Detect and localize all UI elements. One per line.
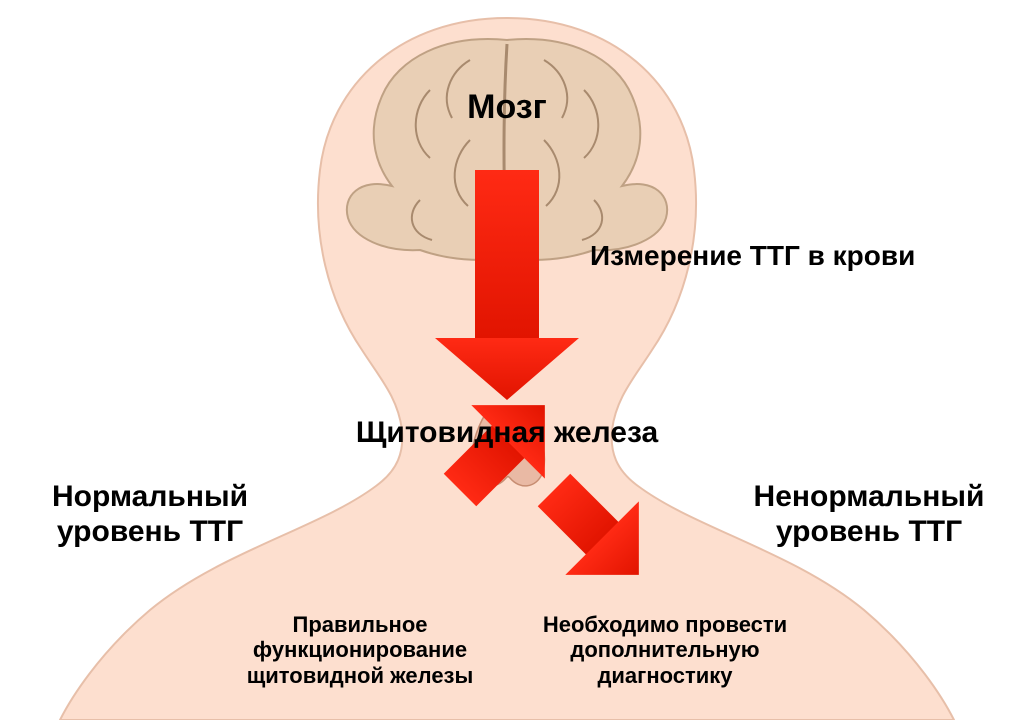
label-left-level: Нормальный уровень ТТГ [20,480,280,549]
label-right-level: Ненормальный уровень ТТГ [734,480,1004,549]
label-brain: Мозг [407,88,607,127]
label-thyroid: Щитовидная железа [267,416,747,451]
label-left-result: Правильное функционирование щитовидной ж… [220,612,500,688]
label-measure: Измерение ТТГ в крови [590,240,990,272]
diagram-stage: Мозг Измерение ТТГ в крови Щитовидная же… [0,0,1014,720]
label-right-result: Необходимо провести дополнительную диагн… [520,612,810,688]
